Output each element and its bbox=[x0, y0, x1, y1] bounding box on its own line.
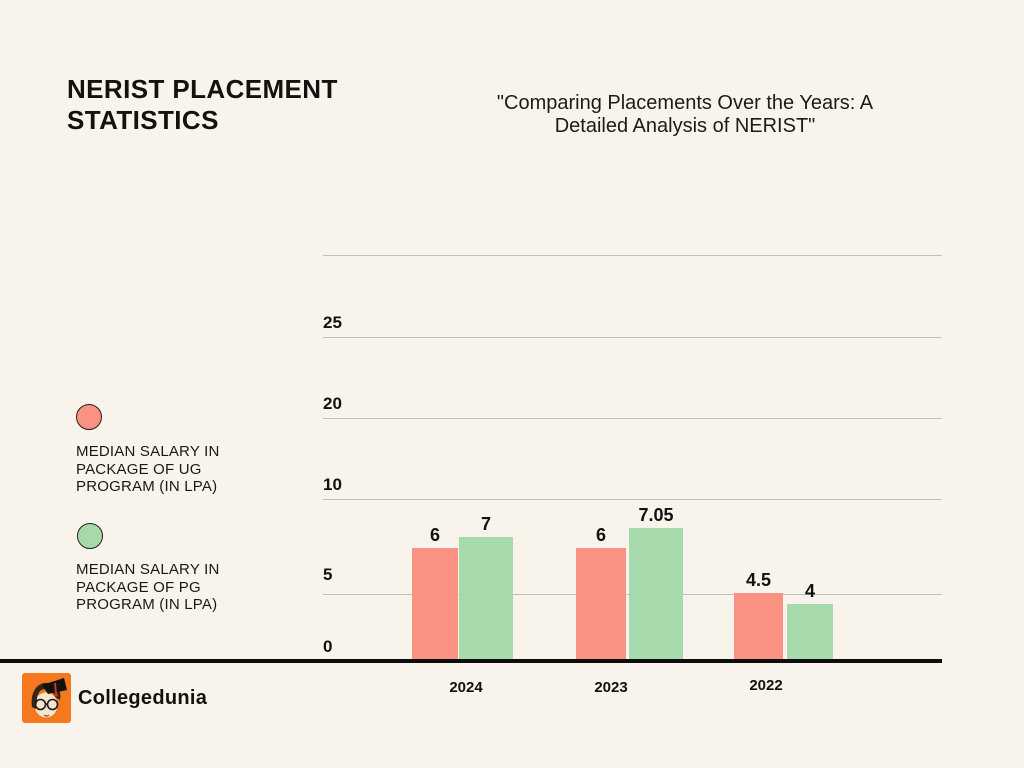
legend-pg-line3: PROGRAM (IN LPA) bbox=[76, 596, 218, 613]
x-axis-label-2024: 2024 bbox=[449, 679, 483, 696]
brand-name: Collegedunia bbox=[78, 687, 208, 709]
bar-2022-ug bbox=[734, 593, 783, 659]
page-title-line2: STATISTICS bbox=[67, 105, 219, 135]
gridline-3 bbox=[323, 499, 942, 500]
bar-2024-ug bbox=[412, 548, 458, 659]
legend-pg-line2: PACKAGE OF PG bbox=[76, 578, 201, 596]
y-tick-label-10: 10 bbox=[323, 475, 342, 494]
x-axis-line bbox=[0, 659, 942, 663]
gridline-2 bbox=[323, 418, 942, 419]
legend-ug-line3: PROGRAM (IN LPA) bbox=[76, 478, 218, 495]
legend-swatch-pg bbox=[77, 523, 103, 549]
legend-swatch-ug bbox=[76, 404, 102, 430]
gridline-0 bbox=[323, 255, 942, 256]
bar-2022-pg bbox=[787, 604, 833, 659]
page-subtitle-line2: Detailed Analysis of NERIST" bbox=[554, 115, 816, 137]
gridline-1 bbox=[323, 337, 942, 338]
page-subtitle-line1: "Comparing Placements Over the Years: A bbox=[496, 92, 874, 114]
bar-value-label: 7 bbox=[480, 514, 492, 534]
collegedunia-logo-icon bbox=[22, 673, 71, 723]
y-tick-label-25: 25 bbox=[323, 313, 342, 332]
y-tick-label-0: 0 bbox=[323, 637, 333, 656]
bar-value-label: 6 bbox=[429, 525, 441, 545]
x-axis-label-2023: 2023 bbox=[594, 679, 628, 696]
y-tick-label-5: 5 bbox=[323, 565, 333, 584]
collegedunia-logo bbox=[22, 673, 71, 723]
bar-value-label: 4 bbox=[804, 581, 816, 601]
legend-pg-line1: MEDIAN SALARY IN bbox=[76, 561, 220, 578]
page-subtitle: "Comparing Placements Over the Years: A … bbox=[425, 92, 945, 138]
legend-label-ug: MEDIAN SALARY IN PACKAGE OF UG PROGRAM (… bbox=[76, 443, 286, 496]
bar-value-label: 7.05 bbox=[638, 505, 674, 525]
y-tick-label-20: 20 bbox=[323, 394, 342, 413]
page-title-line1: NERIST PLACEMENT bbox=[67, 74, 338, 104]
bar-2023-ug bbox=[576, 548, 626, 659]
bar-value-label: 6 bbox=[595, 525, 607, 545]
legend-ug-line2: PACKAGE OF UG bbox=[76, 460, 202, 478]
page-title: NERIST PLACEMENT STATISTICS bbox=[67, 74, 487, 136]
bar-2023-pg bbox=[629, 528, 683, 659]
bar-value-label: 4.5 bbox=[745, 570, 772, 590]
x-axis-label-2022: 2022 bbox=[749, 677, 783, 694]
legend-ug-line1: MEDIAN SALARY IN bbox=[76, 443, 220, 460]
legend-label-pg: MEDIAN SALARY IN PACKAGE OF PG PROGRAM (… bbox=[76, 561, 286, 614]
bar-2024-pg bbox=[459, 537, 513, 659]
